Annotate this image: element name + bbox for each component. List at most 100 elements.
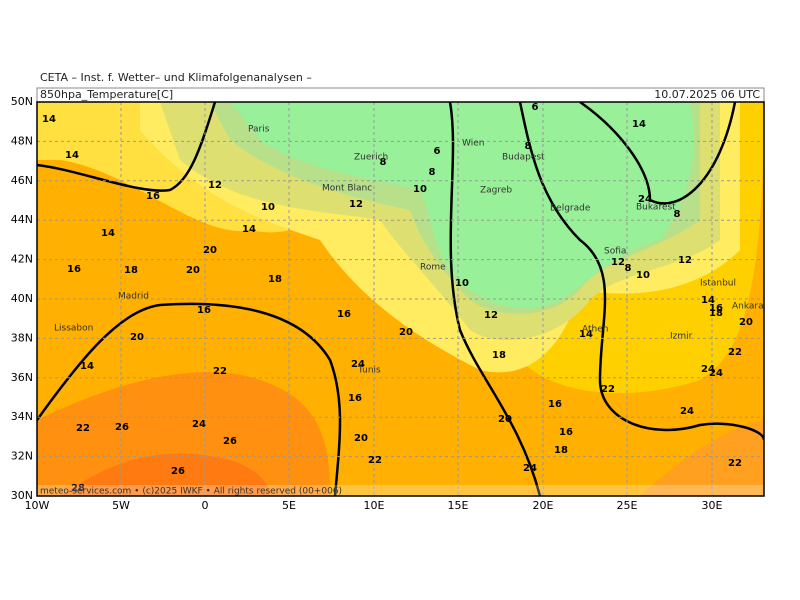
contour-label: 16 [197,305,211,316]
contour-label: 16 [67,264,81,275]
lat-label: 48N [11,134,33,147]
contour-label: 8 [380,157,387,168]
contour-label: 16 [146,191,160,202]
lat-label: 36N [11,371,33,384]
lat-label: 30N [11,489,33,502]
contour-label: 24 [709,368,723,379]
lon-label: 10E [364,499,385,512]
lat-label: 42N [11,253,33,266]
contour-label: 10 [261,202,275,213]
contour-label: 14 [42,114,56,125]
contour-label: 6 [532,102,539,113]
contour-label: 18 [554,445,568,456]
footer-bar [37,485,764,496]
city-name: Zagreb [480,186,512,196]
contour-label: 24 [192,419,206,430]
contour-label: 10 [455,278,469,289]
contour-label: 14 [701,295,715,306]
city-name: Zuerich [354,153,388,163]
contour-label: 10 [636,270,650,281]
city-name: Paris [248,125,270,135]
contour-label: 20 [399,327,413,338]
lon-label: 25E [617,499,638,512]
contour-label: 18 [124,265,138,276]
contour-label: 18 [492,350,506,361]
contour-label: 24 [701,364,715,375]
contour-label: 26 [223,436,237,447]
lon-label: 30E [702,499,723,512]
city-name: Bukarest [636,203,676,213]
lon-label: 5W [112,499,130,512]
contour-label: 22 [76,423,90,434]
field-name: 850hpa_Temperature[C] [40,88,173,101]
source-title: CETA – Inst. f. Wetter– und Klimafolgena… [40,71,312,84]
contour-label: 22 [601,384,615,395]
contour-label: 20 [203,245,217,256]
contour-label: 20 [739,317,753,328]
city-name: Tunis [357,366,381,376]
contour-label: 28 [71,483,85,494]
contour-label: 10 [413,184,427,195]
contour-label: 8 [525,141,532,152]
contour-label: 18 [709,308,723,319]
contour-label: 16 [559,427,573,438]
footer: meteo-services.com • (c)2025 IWKF • All … [40,487,342,497]
contour-label: 14 [101,228,115,239]
contour-label: 14 [65,150,79,161]
contour-label: 8 [429,167,436,178]
contour-label: 8 [674,209,681,220]
city-name: Rome [420,263,446,273]
lat-label: 34N [11,410,33,423]
contour-label: 14 [579,329,593,340]
contour-label: 16 [348,393,362,404]
contour-label: 20 [186,265,200,276]
lat-label: 38N [11,331,33,344]
contour-label: 12 [611,257,625,268]
lon-label: 10W [25,499,50,512]
valid-time: 10.07.2025 06 UTC [654,88,760,101]
contour-label: 8 [625,263,632,274]
city-name: Ankara [732,302,764,312]
lon-label: 0 [202,499,209,512]
contour-label: 22 [728,347,742,358]
contour-label: 24 [638,194,652,205]
city-name: Budapest [502,153,545,163]
city-name: Sofia [604,247,626,257]
contour-label: 16 [548,399,562,410]
contour-label: 18 [268,274,282,285]
contour-label: 22 [728,458,742,469]
lat-label: 40N [11,292,33,305]
map-frame [36,101,765,497]
contour-label: 12 [349,199,363,210]
contour-label: 14 [242,224,256,235]
contour-label: 20 [498,414,512,425]
city-name: Athen [582,325,608,335]
contour-label: 20 [354,433,368,444]
contour-label: 20 [130,332,144,343]
contour-label: 16 [337,309,351,320]
lat-label: 46N [11,174,33,187]
city-name: Madrid [118,292,149,302]
contour-label: 12 [208,180,222,191]
city-name: Mont Blanc [322,184,372,194]
city-name: Istanbul [700,279,736,289]
contour-label: 22 [368,455,382,466]
contour-label: 14 [632,119,646,130]
graticule [37,102,764,496]
lat-label: 32N [11,450,33,463]
contour-label: 22 [213,366,227,377]
contour-label: 24 [523,463,537,474]
lat-label: 50N [11,95,33,108]
city-labels: Paris Zuerich Wien Budapest Zagreb Belgrade Bu… [54,125,764,376]
contour-label: 26 [171,466,185,477]
city-name: Lissabon [54,324,93,334]
lon-label: 20E [533,499,554,512]
contour-label: 24 [680,406,694,417]
contour-label: 16 [709,303,723,314]
contour-label: 6 [434,146,441,157]
contour-label: 24 [351,359,365,370]
